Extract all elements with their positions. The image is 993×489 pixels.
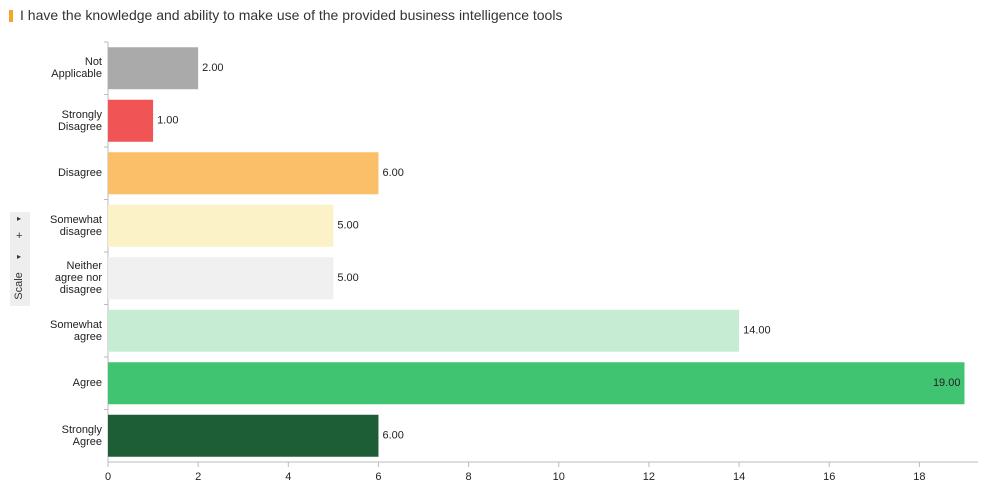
y-tick-label: Somewhat disagree <box>50 213 102 238</box>
sidebar[interactable]: ▸ + ▸ Scale <box>10 212 30 306</box>
y-tick-label: Neither agree nor disagree <box>54 260 102 297</box>
bar <box>108 414 379 457</box>
x-tick-label: 10 <box>553 471 565 483</box>
bar <box>108 309 740 352</box>
value-label: 6.00 <box>382 430 403 442</box>
value-label: 5.00 <box>337 220 358 232</box>
x-tick-label: 2 <box>195 471 201 483</box>
x-tick-label: 18 <box>913 471 925 483</box>
value-label: 1.00 <box>157 115 178 127</box>
x-tick-label: 6 <box>375 471 381 483</box>
value-label: 19.00 <box>933 377 961 389</box>
bar <box>108 152 379 195</box>
y-tick-label: Disagree <box>57 167 102 180</box>
y-tick-label: Strongly Agree <box>61 423 102 448</box>
bar <box>108 99 154 142</box>
value-label: 14.00 <box>743 325 771 337</box>
expand-arrow[interactable]: ▸ <box>17 214 22 223</box>
x-tick-label: 14 <box>733 471 745 483</box>
x-tick-label: 16 <box>823 471 835 483</box>
x-tick-label: 12 <box>643 471 655 483</box>
value-label: 6.00 <box>382 167 403 179</box>
add-button[interactable]: + <box>16 230 23 242</box>
expand-arrow[interactable]: ▸ <box>17 252 22 261</box>
value-label: 5.00 <box>337 272 358 284</box>
y-tick-label: Not Applicable <box>51 56 102 81</box>
title-marker <box>9 10 13 22</box>
x-tick-label: 4 <box>285 471 291 483</box>
chart-title: I have the knowledge and ability to make… <box>20 7 563 23</box>
x-tick-label: 8 <box>466 471 472 483</box>
y-tick-label: Strongly Disagree <box>57 108 102 133</box>
x-tick-label: 0 <box>105 471 111 483</box>
y-tick-label: Somewhat agree <box>50 318 102 343</box>
bar <box>108 47 199 90</box>
y-tick-label: Agree <box>72 377 102 390</box>
value-label: 2.00 <box>202 62 223 74</box>
bar <box>108 362 965 405</box>
bar <box>108 204 334 247</box>
bar <box>108 257 334 300</box>
